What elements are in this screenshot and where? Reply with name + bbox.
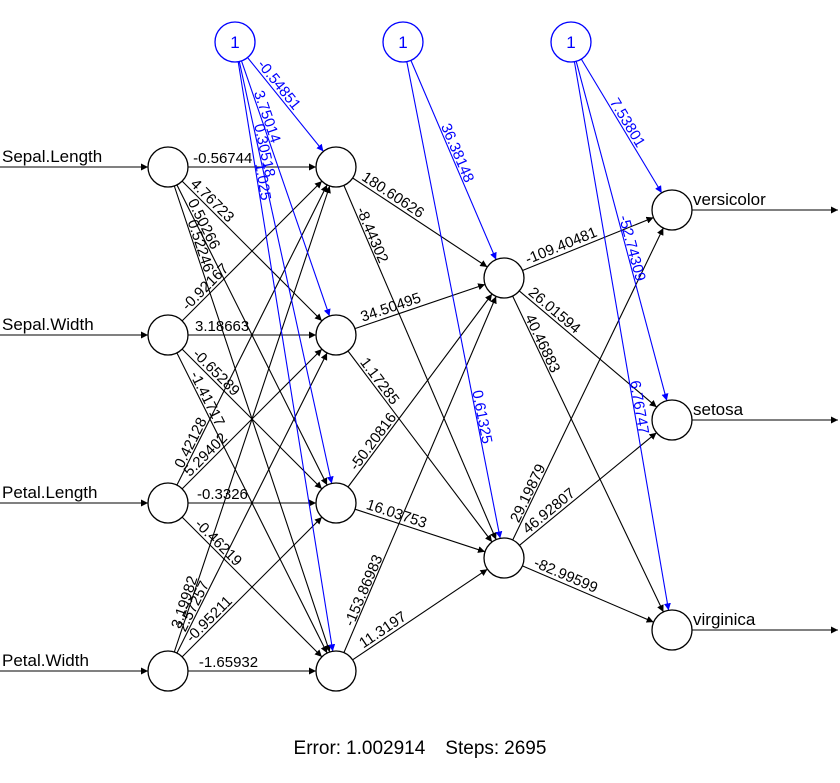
edge-bias2-h2-2 bbox=[406, 61, 503, 539]
edge-h2-2-out-1 bbox=[512, 227, 664, 541]
edge-h1-4-h2-2-weight: 11.3197 bbox=[356, 608, 410, 652]
output-label-2: setosa bbox=[693, 400, 744, 419]
output-label-3: virginica bbox=[693, 610, 756, 629]
error-value: 1.002914 bbox=[346, 738, 426, 759]
edge-in3-h1-3-weight: -0.3326 bbox=[197, 486, 248, 503]
edge-h1-4-h2-1-weight: -153.86983 bbox=[341, 552, 386, 628]
input-label-3: Petal.Length bbox=[2, 483, 97, 502]
edge-h2-2-out-2 bbox=[519, 432, 657, 546]
node-layer: 1 1 1 bbox=[147, 21, 693, 692]
input-node-3 bbox=[147, 482, 189, 524]
bias-node-3 bbox=[550, 21, 592, 63]
edge-bias3-out-3 bbox=[573, 61, 671, 611]
hidden1-node-2 bbox=[315, 314, 357, 356]
edge-h1-2-h2-2-weight: 1.17285 bbox=[356, 354, 402, 408]
steps-value: 2695 bbox=[504, 738, 546, 759]
input-label-2: Sepal.Width bbox=[2, 315, 94, 334]
edge-bias1-h1-3 bbox=[238, 61, 334, 484]
hidden2-node-1 bbox=[483, 257, 525, 299]
steps-label: Steps: bbox=[445, 738, 499, 759]
edge-in3-h1-4-weight: -0.46219 bbox=[191, 516, 245, 570]
edge-h1-2-h2-1 bbox=[354, 283, 486, 330]
output-label-1: versicolor bbox=[693, 190, 766, 209]
edge-h2-1-out-2 bbox=[518, 290, 658, 408]
input-node-2 bbox=[147, 314, 189, 356]
bias-node-1 bbox=[214, 21, 256, 63]
edge-h1-1-h2-2 bbox=[343, 185, 497, 540]
input-node-4 bbox=[147, 650, 189, 692]
label-layer: -0.567444.767230.502660.52246-0.921673.1… bbox=[2, 57, 766, 671]
edge-h1-4-h2-2 bbox=[352, 568, 488, 661]
edge-h1-1-h2-2-weight: -8.44302 bbox=[352, 205, 391, 266]
edge-bias2-h2-1-weight: 36.38148 bbox=[437, 121, 477, 185]
edge-bias2-h2-2-weight: 0.61325 bbox=[468, 389, 495, 445]
bias-node-label-3: 1 bbox=[566, 33, 575, 52]
edge-h1-3-h2-1-weight: -50.20816 bbox=[346, 409, 400, 473]
error-label: Error: bbox=[294, 738, 342, 759]
output-node-1 bbox=[651, 189, 693, 231]
edge-bias3-out-2 bbox=[575, 61, 669, 401]
edge-h2-1-out-3 bbox=[512, 295, 664, 613]
bias-node-label-2: 1 bbox=[398, 33, 407, 52]
edge-bias3-out-2-weight: -52.74309 bbox=[615, 213, 649, 283]
edge-h2-2-out-3 bbox=[522, 565, 654, 623]
edge-in4-h1-2 bbox=[176, 352, 328, 654]
hidden1-node-3 bbox=[315, 482, 357, 524]
connection-layer bbox=[0, 57, 838, 675]
edge-bias3-out-1 bbox=[580, 58, 663, 194]
edge-in4-h1-1 bbox=[173, 185, 331, 653]
input-label-1: Sepal.Length bbox=[2, 147, 102, 166]
hidden1-node-4 bbox=[315, 650, 357, 692]
edge-h1-1-h2-1 bbox=[352, 177, 488, 268]
hidden1-node-1 bbox=[315, 146, 357, 188]
edge-h2-1-out-1-weight: -109.40481 bbox=[523, 224, 600, 268]
edge-h1-4-h2-1 bbox=[343, 296, 497, 653]
bias-node-label-1: 1 bbox=[230, 33, 239, 52]
edge-bias3-out-3-weight: 6.76747 bbox=[626, 379, 652, 435]
output-node-2 bbox=[651, 399, 693, 441]
edge-bias2-h2-1 bbox=[410, 60, 497, 260]
edge-bias1-h1-1 bbox=[247, 57, 324, 152]
bias-node-2 bbox=[382, 21, 424, 63]
edge-in4-h1-3 bbox=[181, 516, 323, 658]
edge-in2-h1-2-weight: 3.18663 bbox=[195, 318, 249, 335]
edge-bias3-out-1-weight: 7.53801 bbox=[606, 95, 649, 150]
training-summary: Error: 1.002914 Steps: 2695 bbox=[294, 738, 547, 759]
edge-h1-2-h2-2 bbox=[347, 350, 493, 543]
output-node-3 bbox=[651, 609, 693, 651]
edge-h1-3-h2-2-weight: 16.03753 bbox=[364, 496, 429, 532]
hidden2-node-2 bbox=[483, 537, 525, 579]
input-node-1 bbox=[147, 146, 189, 188]
edge-bias1-h1-2 bbox=[240, 60, 331, 317]
input-label-4: Petal.Width bbox=[2, 651, 89, 670]
edge-h2-2-out-3-weight: -82.99599 bbox=[531, 554, 600, 596]
edge-bias1-h1-4 bbox=[237, 61, 336, 652]
edge-h1-3-h2-2 bbox=[354, 508, 486, 553]
edge-bias1-h1-4-weight: 1.025 bbox=[251, 162, 274, 202]
edge-in4-h1-4-weight: -1.65932 bbox=[199, 654, 258, 671]
edge-h2-1-out-1 bbox=[522, 216, 654, 272]
edge-in1-h1-1-weight: -0.56744 bbox=[193, 150, 252, 167]
edge-h1-3-h2-1 bbox=[347, 293, 493, 488]
edge-in2-h1-1 bbox=[181, 180, 323, 322]
